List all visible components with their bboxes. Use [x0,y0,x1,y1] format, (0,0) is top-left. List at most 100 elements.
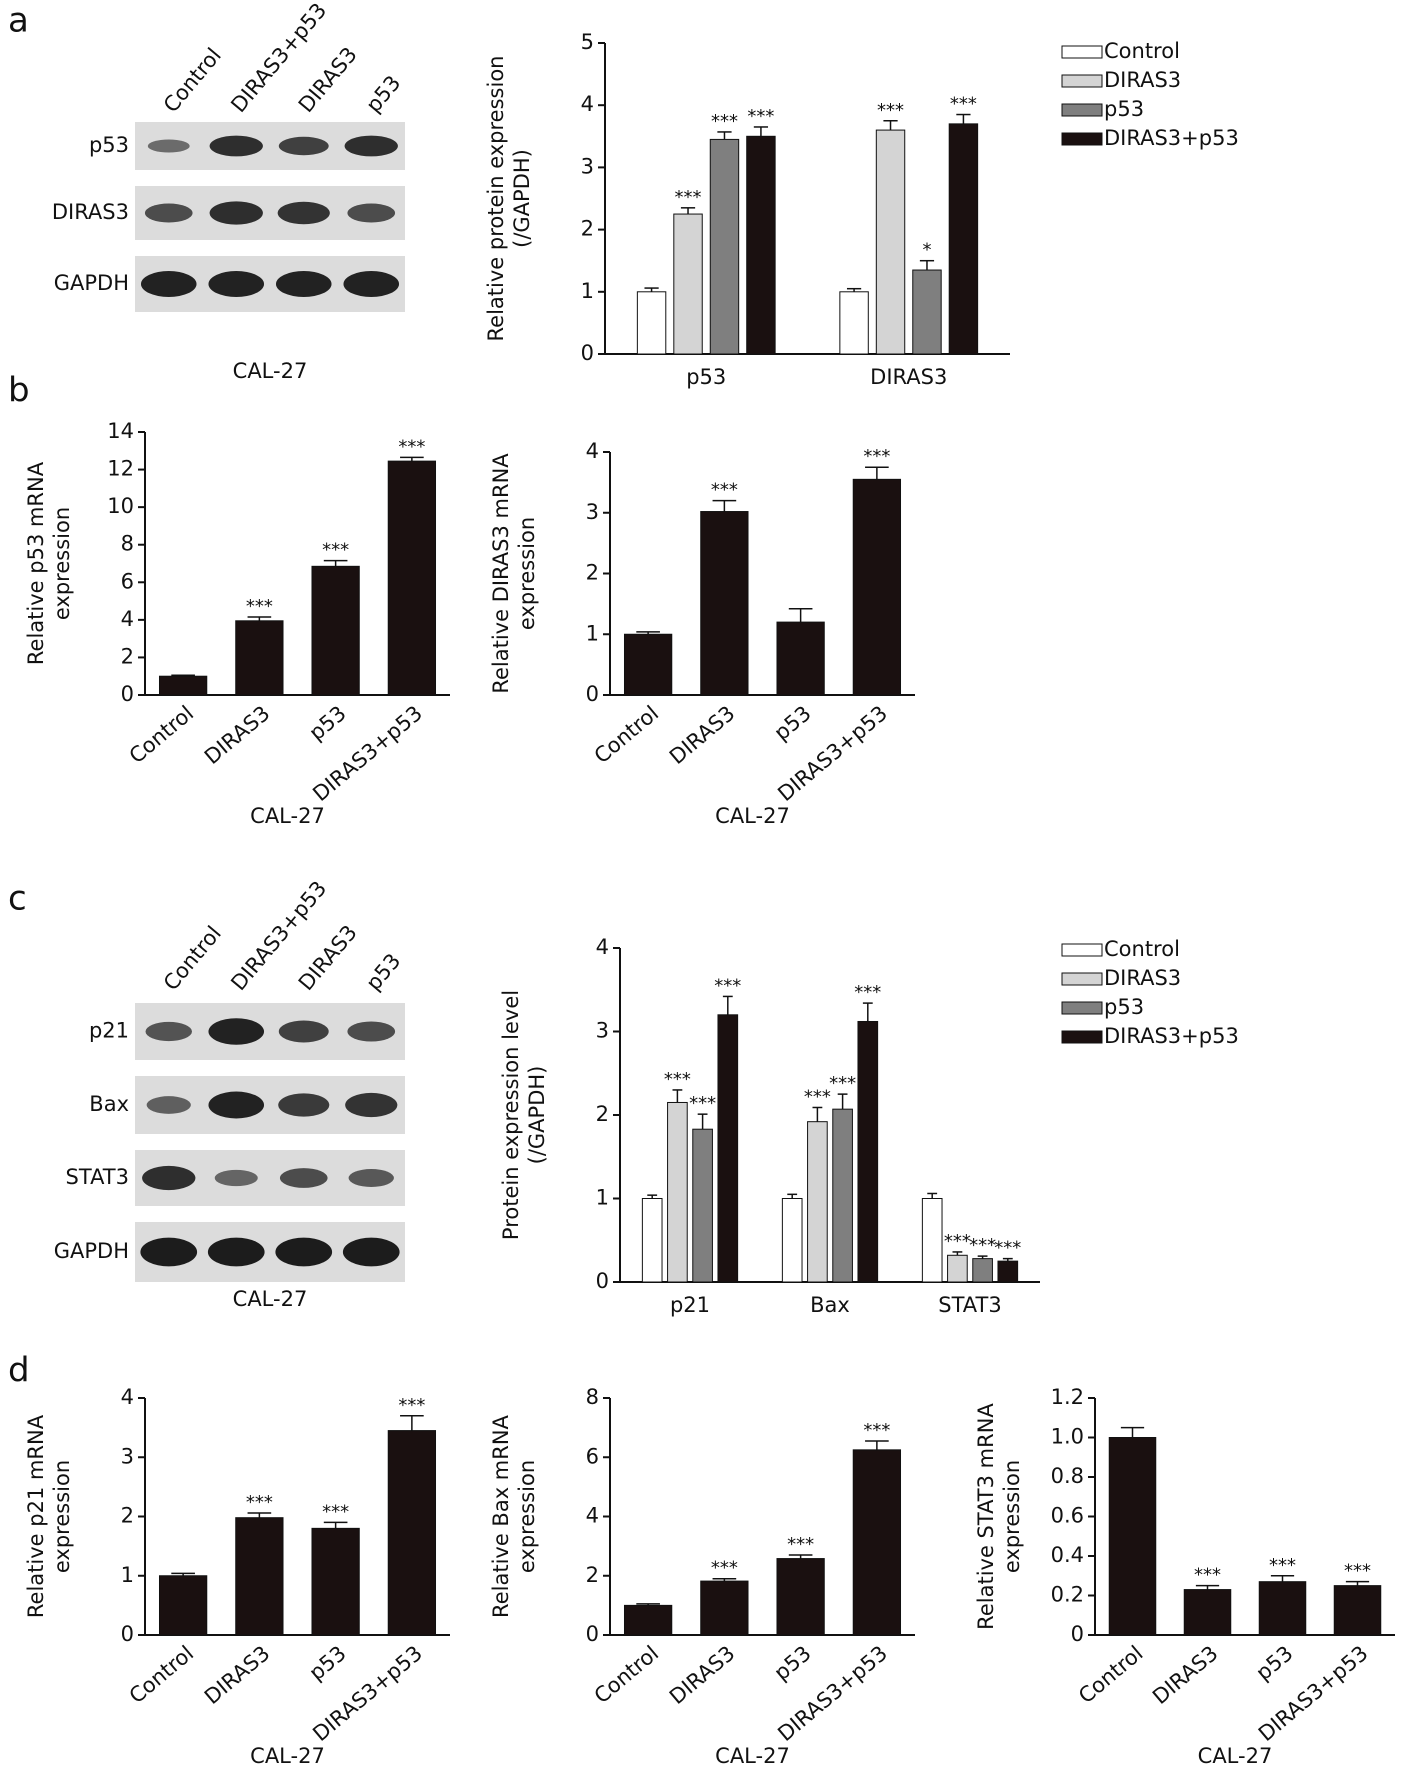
bar [641,1198,663,1283]
bar [667,1101,688,1283]
y-axis-label: expression [50,1460,74,1573]
significance: *** [863,446,890,467]
y-axis-label: expression [515,517,539,630]
bar [852,1449,902,1636]
bar [717,1014,739,1283]
significance: *** [944,1231,971,1252]
x-axis-label: CAL-27 [250,804,325,828]
bar [623,1604,673,1636]
x-axis-label: CAL-27 [1198,1744,1273,1768]
legend-swatch [1061,103,1103,117]
x-axis-label: CAL-27 [715,804,790,828]
legend-label: DIRAS3+p53 [1104,126,1239,150]
bar [781,1198,803,1283]
blot-band [278,136,329,156]
y-axis-label: (/GAPDH) [510,149,534,248]
y-tick-label: 0 [586,1622,599,1646]
y-axis-label: expression [1000,1460,1024,1573]
bar [947,1254,968,1283]
x-tick-label: p53 [770,1641,816,1685]
significance: *** [1269,1555,1296,1576]
bar [746,135,776,355]
bar [776,621,825,696]
significance: *** [711,1558,738,1579]
lane-label: Control [159,921,226,995]
legend-label: p53 [1104,995,1144,1019]
significance: *** [994,1238,1021,1259]
y-tick-label: 0 [586,682,599,706]
y-tick-label: 1 [121,1563,134,1587]
significance: *** [322,1501,349,1522]
row-label: p53 [89,133,129,157]
y-tick-label: 4 [121,1385,134,1409]
significance: *** [711,111,738,132]
blot-band [142,1165,196,1191]
x-tick-label: Control [125,1641,199,1708]
y-tick-label: 0 [581,341,594,365]
blot-band [207,1237,265,1267]
y-tick-label: 0 [1071,1622,1084,1646]
y-tick-label: 1 [596,1186,609,1210]
y-tick-label: 0.4 [1051,1543,1084,1567]
blot-band [208,1018,265,1045]
y-tick-label: 12 [107,457,134,481]
blot-band [279,1168,328,1188]
y-tick-label: 3 [121,1444,134,1468]
bar [832,1108,853,1283]
bar [857,1020,879,1283]
blot-band [348,1169,394,1187]
y-tick-label: 1 [586,621,599,645]
y-tick-label: 6 [586,1444,599,1468]
significance: *** [398,1395,425,1416]
blot-band [140,271,197,297]
legend-label: DIRAS3+p53 [1104,1024,1239,1048]
lane-label: DIRAS3 [294,921,362,996]
bar [387,1430,437,1636]
blot-band [208,271,265,297]
x-tick-label: p53 [686,365,726,389]
y-tick-label: 6 [121,569,134,593]
y-axis-label: Relative p53 mRNA [24,461,48,665]
bar [948,123,979,355]
y-axis-label: Relative Bax mRNA [489,1414,513,1617]
x-axis-label: CAL-27 [715,1744,790,1768]
significance: *** [664,1069,691,1090]
significance: *** [950,94,977,115]
x-tick-label: DIRAS3 [665,701,740,769]
y-tick-label: 0 [121,682,134,706]
y-axis-label: Protein expression level [499,990,523,1240]
bar [1258,1581,1307,1636]
significance: *** [398,436,425,457]
y-tick-label: 8 [586,1385,599,1409]
significance: *** [711,480,738,501]
y-axis-label: expression [50,507,74,620]
y-tick-label: 2 [586,1563,599,1587]
blot-caption: CAL-27 [233,1287,308,1311]
y-tick-label: 2 [581,217,594,241]
row-label: GAPDH [54,271,129,295]
bar [158,675,208,696]
x-tick-label: DIRAS3 [1148,1641,1223,1709]
bar [692,1128,713,1283]
y-axis-label: (/GAPDH) [525,1066,549,1165]
bar [235,1517,284,1636]
bar [921,1198,943,1283]
lane-label: Control [159,43,226,117]
lane-label: p53 [361,71,405,117]
x-tick-label: p53 [770,701,816,745]
x-tick-label: Control [125,701,199,768]
row-label: GAPDH [54,1239,129,1263]
y-axis-label: Relative STAT3 mRNA [974,1403,998,1630]
y-tick-label: 0.2 [1051,1583,1084,1607]
lane-label: p53 [361,949,405,995]
blot-band [343,271,400,297]
legend-label: Control [1104,39,1180,63]
legend-swatch [1061,972,1103,986]
y-tick-label: 0.6 [1051,1504,1084,1528]
blot-band [347,1021,396,1042]
significance: *** [1344,1561,1371,1582]
significance: *** [747,106,774,127]
y-axis-label: Relative DIRAS3 mRNA [489,453,513,694]
bar [1108,1437,1157,1636]
y-tick-label: 1.0 [1051,1425,1084,1449]
